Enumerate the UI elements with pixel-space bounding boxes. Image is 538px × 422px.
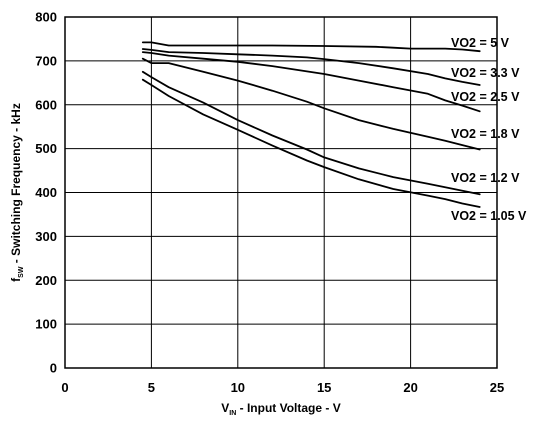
y-tick-label: 300 xyxy=(35,229,57,244)
series-line-1 xyxy=(141,41,481,53)
y-tick-label: 600 xyxy=(35,97,57,112)
series-line-4 xyxy=(141,57,481,151)
series-label: VO2 = 1.8 V xyxy=(451,127,520,141)
series-line-2 xyxy=(141,48,481,86)
y-tick-label: 400 xyxy=(35,185,57,200)
series-line-5 xyxy=(141,70,481,196)
x-axis-title-rest: - Input Voltage - V xyxy=(236,401,340,415)
series-line-6 xyxy=(141,78,481,208)
y-tick-label: 100 xyxy=(35,317,57,332)
x-tick-label: 15 xyxy=(317,380,331,395)
series-label: VO2 = 1.05 V xyxy=(451,209,527,223)
x-axis-title-main: V xyxy=(221,401,229,415)
tick-label-layer: 0 5 10 15 20 25 0 100 200 300 400 500 600 700 800 xyxy=(35,10,504,396)
x-tick-label: 0 xyxy=(61,380,68,395)
y-axis-title: fSW - Switching Frequency - kHz xyxy=(9,103,25,282)
x-tick-label: 20 xyxy=(403,380,417,395)
series-layer xyxy=(141,41,481,208)
series-label: VO2 = 5 V xyxy=(451,36,510,50)
grid-layer xyxy=(65,17,497,368)
x-tick-label: 10 xyxy=(231,380,245,395)
y-tick-label: 800 xyxy=(35,10,57,25)
y-tick-label: 700 xyxy=(35,53,57,68)
y-tick-label: 200 xyxy=(35,273,57,288)
x-axis-title: VIN - Input Voltage - V xyxy=(221,401,340,417)
x-axis-title-subscript: IN xyxy=(229,410,236,417)
x-tick-label: 5 xyxy=(148,380,155,395)
y-tick-label: 500 xyxy=(35,141,57,156)
y-axis-title-rest: - Switching Frequency - kHz xyxy=(9,103,23,266)
y-tick-label: 0 xyxy=(50,361,57,376)
plot-frame xyxy=(64,16,498,369)
series-label-layer: VO2 = 5 V VO2 = 3.3 V VO2 = 2.5 V VO2 = 1.8… xyxy=(451,36,527,223)
series-label: VO2 = 1.2 V xyxy=(451,171,520,185)
series-label: VO2 = 2.5 V xyxy=(451,90,520,104)
y-axis-title-main: f xyxy=(9,277,23,282)
series-label: VO2 = 3.3 V xyxy=(451,66,520,80)
series-line-3 xyxy=(141,51,481,113)
y-axis-title-subscript: SW xyxy=(18,266,25,278)
x-tick-label: 25 xyxy=(490,380,504,395)
